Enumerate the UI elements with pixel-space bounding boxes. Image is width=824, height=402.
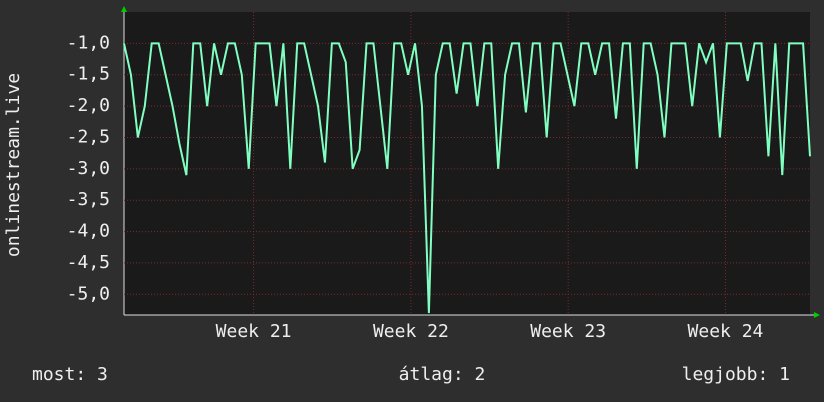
- data-line: [123, 42, 811, 314]
- y-tick-label: -4,5: [67, 252, 110, 273]
- x-tick-label: Week 22: [373, 321, 449, 342]
- x-tick-label: Week 23: [530, 321, 606, 342]
- y-tick-label: -3,0: [67, 158, 110, 179]
- y-tick-label: -5,0: [67, 283, 110, 304]
- y-tick-label: -1,5: [67, 64, 110, 85]
- y-tick-label: -1,0: [67, 32, 110, 53]
- y-tick-label: -4,0: [67, 221, 110, 242]
- stat-label: most: 3: [32, 364, 108, 385]
- stat-label: átlag: 2: [399, 364, 486, 385]
- x-arrow: [814, 312, 820, 318]
- y-tick-label: -2,5: [67, 126, 110, 147]
- y-arrow: [121, 6, 127, 12]
- y-axis-label: onlinestream.live: [3, 73, 24, 257]
- stat-label: legjobb: 1: [682, 364, 790, 385]
- y-tick-label: -3,5: [67, 189, 110, 210]
- x-tick-label: Week 24: [688, 321, 764, 342]
- x-tick-label: Week 21: [216, 321, 292, 342]
- y-tick-label: -2,0: [67, 95, 110, 116]
